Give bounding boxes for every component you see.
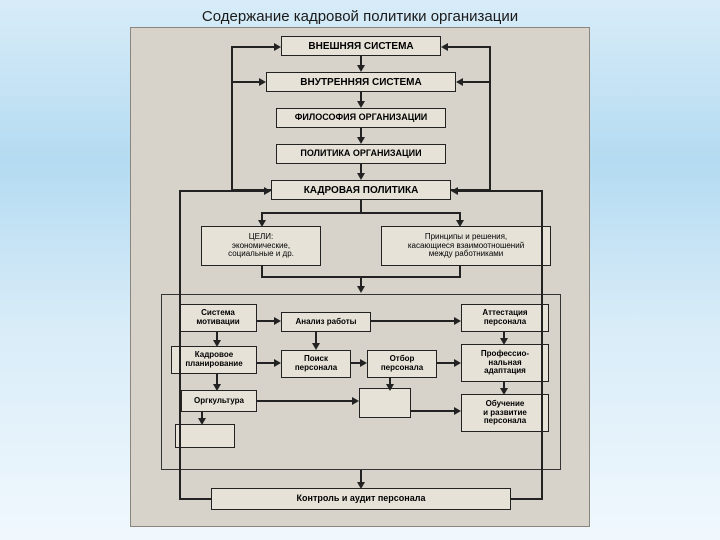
arrowhead-icon <box>274 317 281 325</box>
node-motivation: Система мотивации <box>179 304 257 332</box>
flowchart-canvas: ВНЕШНЯЯ СИСТЕМА ВНУТРЕННЯЯ СИСТЕМА ФИЛОС… <box>130 27 590 527</box>
edge <box>448 46 491 48</box>
node-culture: Оргкультура <box>181 390 257 412</box>
edge <box>360 164 362 173</box>
arrowhead-icon <box>500 388 508 395</box>
edge <box>457 190 543 192</box>
edge <box>261 266 263 276</box>
edge <box>459 266 461 276</box>
node-external-system: ВНЕШНЯЯ СИСТЕМА <box>281 36 441 56</box>
edge <box>541 190 543 500</box>
node-blank2 <box>359 388 411 418</box>
edge <box>179 190 265 192</box>
edge <box>257 320 275 322</box>
page-title: Содержание кадровой политики организации <box>0 0 720 27</box>
arrowhead-icon <box>213 384 221 391</box>
arrowhead-icon <box>357 137 365 144</box>
arrowhead-icon <box>259 78 266 86</box>
arrowhead-icon <box>352 397 359 405</box>
edge <box>231 46 233 191</box>
edge <box>489 46 491 191</box>
edge <box>411 410 455 412</box>
arrowhead-icon <box>312 343 320 350</box>
arrowhead-icon <box>454 407 461 415</box>
edge <box>261 212 461 214</box>
arrowhead-icon <box>386 384 394 391</box>
node-search: Поиск персонала <box>281 350 351 378</box>
edge <box>437 362 455 364</box>
node-policy: ПОЛИТИКА ОРГАНИЗАЦИИ <box>276 144 446 164</box>
arrowhead-icon <box>213 340 221 347</box>
node-attestation: Аттестация персонала <box>461 304 549 332</box>
edge <box>257 400 353 402</box>
arrowhead-icon <box>198 418 206 425</box>
edge <box>231 81 259 83</box>
edge <box>371 320 455 322</box>
arrowhead-icon <box>357 65 365 72</box>
node-hr-policy: КАДРОВАЯ ПОЛИТИКА <box>271 180 451 200</box>
edge <box>463 81 491 83</box>
edge <box>360 56 362 65</box>
edge <box>360 200 362 212</box>
node-blank <box>175 424 235 448</box>
node-planning: Кадровое планирование <box>171 346 257 374</box>
arrowhead-icon <box>357 173 365 180</box>
arrowhead-icon <box>454 359 461 367</box>
arrowhead-icon <box>451 187 458 195</box>
node-philosophy: ФИЛОСОФИЯ ОРГАНИЗАЦИИ <box>276 108 446 128</box>
arrowhead-icon <box>274 43 281 51</box>
edge <box>360 128 362 137</box>
arrowhead-icon <box>357 286 365 293</box>
edge <box>231 46 274 48</box>
node-training: Обучение и развитие персонала <box>461 394 549 432</box>
edge <box>360 92 362 101</box>
node-analysis: Анализ работы <box>281 312 371 332</box>
edge <box>257 362 275 364</box>
arrowhead-icon <box>264 187 271 195</box>
node-control: Контроль и аудит персонала <box>211 488 511 510</box>
arrowhead-icon <box>357 101 365 108</box>
edge <box>179 498 211 500</box>
node-adaptation: Профессио- нальная адаптация <box>461 344 549 382</box>
arrowhead-icon <box>500 338 508 345</box>
edge <box>179 190 181 500</box>
edge <box>511 498 543 500</box>
arrowhead-icon <box>454 317 461 325</box>
node-internal-system: ВНУТРЕННЯЯ СИСТЕМА <box>266 72 456 92</box>
arrowhead-icon <box>274 359 281 367</box>
node-selection: Отбор персонала <box>367 350 437 378</box>
node-principles: Принципы и решения, касающиеся взаимоотн… <box>381 226 551 266</box>
arrowhead-icon <box>456 78 463 86</box>
arrowhead-icon <box>360 359 367 367</box>
arrowhead-icon <box>441 43 448 51</box>
node-goals: ЦЕЛИ: экономические, социальные и др. <box>201 226 321 266</box>
